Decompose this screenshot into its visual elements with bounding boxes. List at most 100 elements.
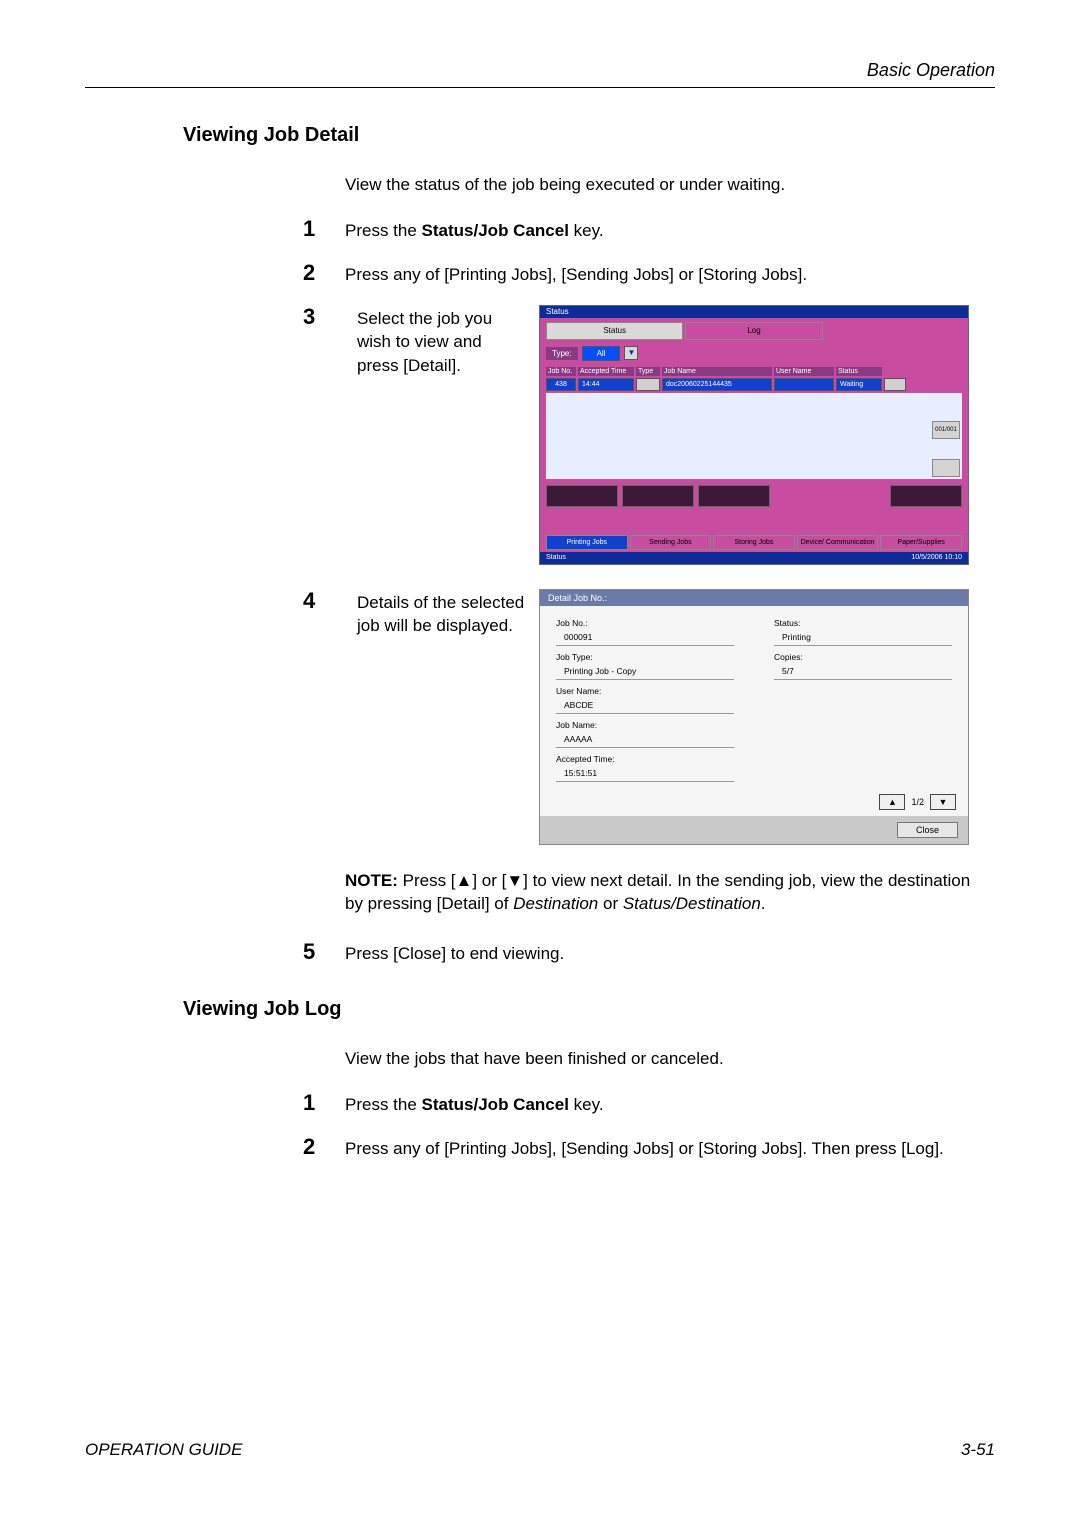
step-body: Press any of [Printing Jobs], [Sending J…: [345, 1135, 995, 1161]
btab-device[interactable]: Device/ Communication: [797, 535, 879, 550]
s2step1-bold: Status/Job Cancel: [422, 1095, 569, 1114]
row-status: Waiting: [836, 378, 882, 391]
val-accepted: 15:51:51: [556, 766, 734, 782]
note-block: NOTE: Press [▲] or [▼] to view next deta…: [345, 869, 985, 917]
tab-log[interactable]: Log: [685, 322, 822, 340]
col-name: Job Name: [662, 367, 772, 376]
val-status: Printing: [774, 630, 952, 646]
row-time: 14:44: [578, 378, 634, 391]
row-jobno: 438: [546, 378, 576, 391]
tab-status[interactable]: Status: [546, 322, 683, 340]
step1-pre: Press the: [345, 221, 422, 240]
s2step1-pre: Press the: [345, 1095, 422, 1114]
section-title-viewing-detail: Viewing Job Detail: [183, 124, 995, 147]
s2step1-post: key.: [569, 1095, 604, 1114]
nav-page: 1/2: [911, 797, 924, 807]
lbl-status: Status:: [774, 618, 952, 628]
step-number: 4: [303, 589, 345, 613]
status-titlebar: Status: [540, 306, 968, 318]
action-button[interactable]: [890, 485, 962, 507]
row-type-icon: [636, 378, 660, 391]
val-user: ABCDE: [556, 698, 734, 714]
step-5: 5 Press [Close] to end viewing.: [303, 940, 995, 966]
bottom-tabs: Printing Jobs Sending Jobs Storing Jobs …: [546, 535, 962, 550]
btab-paper[interactable]: Paper/Supplies: [880, 535, 962, 550]
val-jobno: 000091: [556, 630, 734, 646]
btab-sending[interactable]: Sending Jobs: [630, 535, 712, 550]
status-footer: Status 10/5/2006 10:10: [540, 552, 968, 564]
header-section-label: Basic Operation: [85, 60, 995, 88]
col-headers: Job No. Accepted Time Type Job Name User…: [546, 367, 962, 376]
note-i1: Destination: [513, 894, 598, 913]
step-body: Press [Close] to end viewing.: [345, 940, 995, 966]
step1-bold: Status/Job Cancel: [422, 221, 569, 240]
detail-col-left: Job No.: 000091 Job Type: Printing Job -…: [556, 612, 734, 782]
status-body: Status Log Type: All ▼ Job No. Accepted …: [540, 318, 968, 507]
step-number: 2: [303, 1135, 345, 1159]
detail-panel: Detail Job No.: Job No.: 000091 Job Type…: [539, 589, 969, 845]
step-number: 3: [303, 305, 345, 329]
status-tabs: Status Log: [546, 322, 962, 340]
job-row[interactable]: 438 14:44 doc20060225144435 Waiting: [546, 378, 962, 391]
section2-intro: View the jobs that have been finished or…: [345, 1049, 995, 1069]
step-body: Press the Status/Job Cancel key.: [345, 217, 995, 243]
type-select[interactable]: All: [582, 346, 621, 361]
step-body: Select the job you wish to view and pres…: [357, 305, 527, 378]
detail-body: Job No.: 000091 Job Type: Printing Job -…: [540, 606, 968, 790]
nav-up-icon[interactable]: ▲: [879, 794, 905, 810]
step-number: 2: [303, 261, 345, 285]
action-buttons: [546, 485, 962, 507]
step-body: Press any of [Printing Jobs], [Sending J…: [345, 261, 995, 287]
row-up-icon[interactable]: [884, 378, 906, 391]
lbl-copies: Copies:: [774, 652, 952, 662]
val-copies: 5/7: [774, 664, 952, 680]
lbl-jobname: Job Name:: [556, 720, 734, 730]
type-dropdown-icon[interactable]: ▼: [624, 346, 638, 360]
val-jobtype: Printing Job - Copy: [556, 664, 734, 680]
close-button[interactable]: Close: [897, 822, 958, 838]
footer-guide: OPERATION GUIDE: [85, 1440, 242, 1460]
section1-intro: View the status of the job being execute…: [345, 175, 995, 195]
action-button[interactable]: [622, 485, 694, 507]
step-number: 1: [303, 1091, 345, 1115]
col-type: Type: [636, 367, 660, 376]
val-jobname: AAAAA: [556, 732, 734, 748]
sec2-step-1: 1 Press the Status/Job Cancel key.: [303, 1091, 995, 1117]
col-status: Status: [836, 367, 882, 376]
btab-printing[interactable]: Printing Jobs: [546, 535, 628, 550]
footer-left: Status: [546, 552, 566, 564]
footer-page: 3-51: [961, 1440, 995, 1460]
step-number: 5: [303, 940, 345, 964]
step1-post: key.: [569, 221, 604, 240]
note-mid: or: [598, 894, 623, 913]
page-footer: OPERATION GUIDE 3-51: [85, 1440, 995, 1460]
step-4: 4 Details of the selected job will be di…: [303, 589, 995, 845]
step-3: 3 Select the job you wish to view and pr…: [303, 305, 995, 565]
action-button[interactable]: [546, 485, 618, 507]
status-screen: Status Status Log Type: All ▼ Job No. Ac…: [539, 305, 969, 565]
col-user: User Name: [774, 367, 834, 376]
btab-storing[interactable]: Storing Jobs: [713, 535, 795, 550]
row-user: [774, 378, 834, 391]
footer-right: 10/5/2006 10:10: [911, 552, 962, 564]
list-down-icon[interactable]: [932, 459, 960, 477]
row-name: doc20060225144435: [662, 378, 772, 391]
note-post: .: [761, 894, 766, 913]
detail-footer: Close: [540, 816, 968, 844]
page: Basic Operation Viewing Job Detail View …: [85, 60, 995, 1460]
detail-title: Detail Job No.:: [540, 590, 968, 606]
note-i2: Status/Destination: [623, 894, 761, 913]
note-label: NOTE:: [345, 871, 398, 890]
col-jobno: Job No.: [546, 367, 576, 376]
nav-down-icon[interactable]: ▼: [930, 794, 956, 810]
col-time: Accepted Time: [578, 367, 634, 376]
page-indicator: 001/001: [932, 421, 960, 439]
lbl-jobtype: Job Type:: [556, 652, 734, 662]
step-2: 2 Press any of [Printing Jobs], [Sending…: [303, 261, 995, 287]
step-body: Press the Status/Job Cancel key.: [345, 1091, 995, 1117]
type-row: Type: All ▼: [546, 346, 962, 361]
section-title-viewing-log: Viewing Job Log: [183, 998, 995, 1021]
type-label: Type:: [546, 347, 578, 360]
action-button[interactable]: [698, 485, 770, 507]
detail-nav: ▲ 1/2 ▼: [540, 790, 968, 816]
